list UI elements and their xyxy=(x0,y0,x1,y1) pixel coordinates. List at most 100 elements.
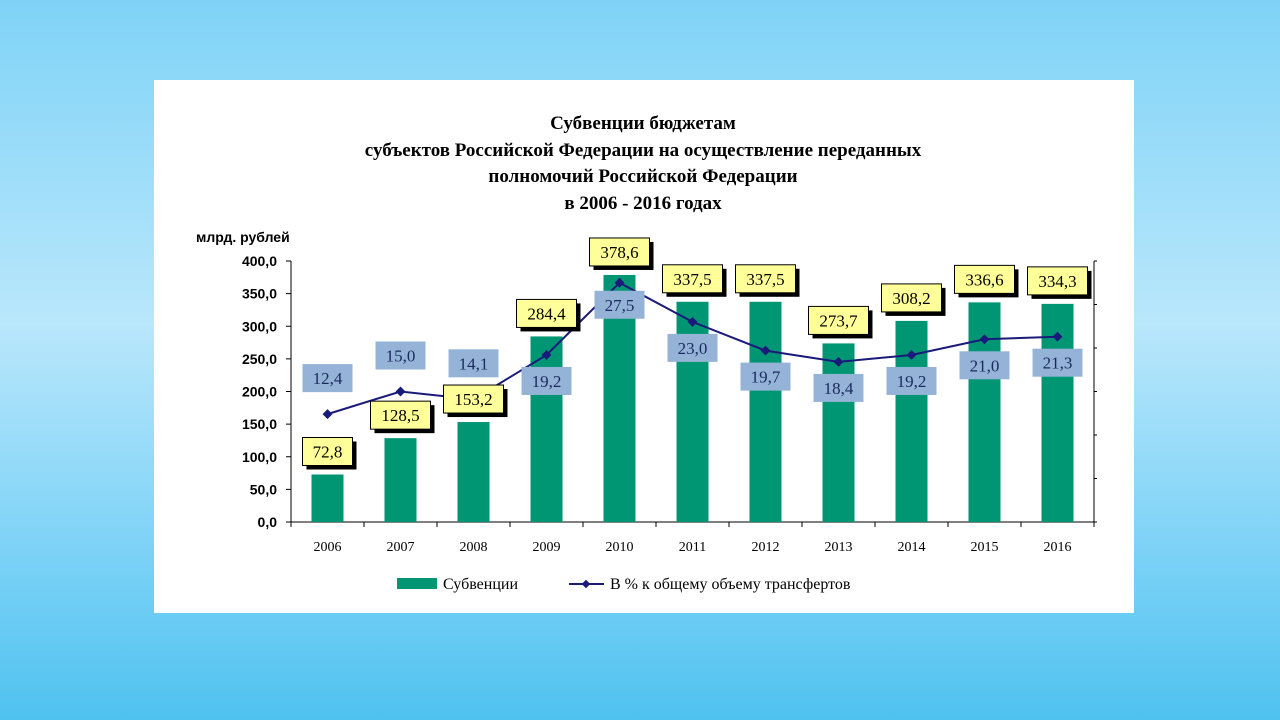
line-point-2014 xyxy=(906,350,917,360)
line-value-label: 21,3 xyxy=(1032,348,1083,377)
line-value-label: 14,1 xyxy=(448,349,499,378)
line-value-label-text: 27,5 xyxy=(605,296,635,315)
line-value-label-text: 19,2 xyxy=(532,372,562,391)
bar-value-label-text: 334,3 xyxy=(1038,272,1076,291)
line-value-label-text: 21,3 xyxy=(1043,354,1073,373)
line-value-label-box xyxy=(740,362,791,391)
bar-2007 xyxy=(384,438,417,522)
bar-value-label: 284,4 xyxy=(516,298,581,332)
line-point-2010 xyxy=(614,277,625,288)
x-tick-label: 2013 xyxy=(825,540,853,555)
chart-panel: Субвенции бюджетам субъектов Российской … xyxy=(154,80,1134,613)
line-value-label: 18,4 xyxy=(813,373,864,402)
line-value-label: 19,7 xyxy=(740,362,791,391)
bar-2012 xyxy=(749,301,782,522)
line-value-label-box xyxy=(813,373,864,402)
line-point-2009 xyxy=(541,350,552,360)
y-tick-label: 0,0 xyxy=(258,514,278,530)
legend-swatch-marker xyxy=(581,579,591,589)
line-value-label-box xyxy=(448,349,499,378)
bar-value-label-text: 153,2 xyxy=(454,390,492,409)
legend-swatch-bars xyxy=(397,578,437,589)
bar-value-label: 336,6 xyxy=(954,264,1019,298)
line-value-label: 23,0 xyxy=(667,333,718,362)
line-value-label-box xyxy=(959,351,1010,380)
y-tick-label: 300,0 xyxy=(242,318,277,334)
legend-label-line: В % к общему объему трансфертов xyxy=(610,576,851,593)
line-point-2016 xyxy=(1052,331,1063,342)
legend: Субвенции В % к общему объему трансфертов xyxy=(397,576,851,593)
line-value-label-text: 15,0 xyxy=(386,347,416,366)
bar-value-label-text: 284,4 xyxy=(527,304,566,323)
line-point-2013 xyxy=(833,356,844,367)
bar-value-label: 72,8 xyxy=(302,436,357,470)
y-tick-label: 100,0 xyxy=(242,449,277,465)
y-tick-label: 400,0 xyxy=(242,253,277,269)
line-value-label: 19,2 xyxy=(886,366,937,395)
line-value-label: 12,4 xyxy=(302,364,353,393)
chart: Субвенции бюджетам субъектов Российской … xyxy=(196,113,1097,593)
x-tick-label: 2015 xyxy=(971,540,999,555)
bar-value-label-box xyxy=(516,298,577,328)
line-value-label: 15,0 xyxy=(375,341,426,370)
x-tick-label: 2008 xyxy=(460,540,488,555)
chart-title-line-1: Субвенции бюджетам xyxy=(550,113,736,134)
bar-value-label: 273,7 xyxy=(808,305,873,339)
line-value-label-box xyxy=(594,290,645,319)
bar-value-label-box xyxy=(370,400,431,430)
y-axis-unit-label: млрд. рублей xyxy=(196,229,290,245)
bar-value-label-box xyxy=(589,237,650,267)
bar-value-label: 308,2 xyxy=(881,283,946,316)
bar-value-label: 337,5 xyxy=(662,264,727,297)
x-tick-label: 2011 xyxy=(679,540,706,555)
bar-value-label-box xyxy=(302,436,353,466)
line-value-label-box xyxy=(521,366,572,395)
legend-label-bars: Субвенции xyxy=(443,576,518,593)
bar-2008 xyxy=(457,422,490,522)
line-value-label-box xyxy=(667,333,718,362)
line-value-label-box xyxy=(302,364,353,393)
x-tick-label: 2012 xyxy=(752,540,780,555)
y-tick-label: 50,0 xyxy=(250,481,277,497)
bar-value-label: 334,3 xyxy=(1027,266,1092,299)
chart-title-line-2: субъектов Российской Федерации на осущес… xyxy=(365,140,922,161)
line-value-label-box xyxy=(886,366,937,395)
line-value-label-text: 14,1 xyxy=(459,354,489,373)
y-tick-label: 350,0 xyxy=(242,286,277,302)
line-point-2011 xyxy=(687,316,698,327)
bar-value-label-box xyxy=(881,283,942,313)
y-tick-label: 200,0 xyxy=(242,384,277,400)
line-value-label-text: 18,4 xyxy=(824,379,854,398)
bar-value-label: 378,6 xyxy=(589,237,654,270)
chart-title: Субвенции бюджетам субъектов Российской … xyxy=(365,113,922,214)
bar-value-label-text: 273,7 xyxy=(819,311,858,330)
bar-value-label-text: 308,2 xyxy=(892,289,930,308)
line-value-label: 19,2 xyxy=(521,366,572,395)
data-labels: 72,8 128,5 153,2 284,4 378,6 337,5 337,5 273,7 3… xyxy=(302,237,1092,470)
line-value-label-box xyxy=(375,341,426,370)
x-tick-label: 2009 xyxy=(533,540,561,555)
bar-value-label-box xyxy=(808,305,869,335)
line-value-label-text: 12,4 xyxy=(313,369,343,388)
axes: 0,0 50,0 100,0 150,0 200,0 250,0 300,0 350,0 400… xyxy=(242,253,1097,555)
x-tick-label: 2014 xyxy=(898,540,926,555)
x-tick-label: 2006 xyxy=(314,540,342,555)
bar-value-label: 337,5 xyxy=(735,264,800,297)
bar-series xyxy=(311,274,1074,522)
line-point-2012 xyxy=(760,345,771,356)
y-tick-label: 250,0 xyxy=(242,351,277,367)
line-point-2006 xyxy=(322,409,333,420)
bar-value-label-box xyxy=(1027,266,1088,296)
line-value-label: 21,0 xyxy=(959,351,1010,380)
bar-2013 xyxy=(822,343,855,522)
chart-title-line-3: полномочий Российской Федерации xyxy=(488,166,797,187)
chart-title-line-4: в 2006 - 2016 годах xyxy=(564,193,722,214)
line-value-label-box xyxy=(1032,348,1083,377)
line-value-label-text: 23,0 xyxy=(678,339,708,358)
x-tick-label: 2010 xyxy=(606,540,634,555)
line-value-label: 27,5 xyxy=(594,290,645,319)
bar-value-label-text: 337,5 xyxy=(673,270,711,289)
bar-value-label-box xyxy=(954,264,1015,294)
bar-2009 xyxy=(530,336,563,522)
